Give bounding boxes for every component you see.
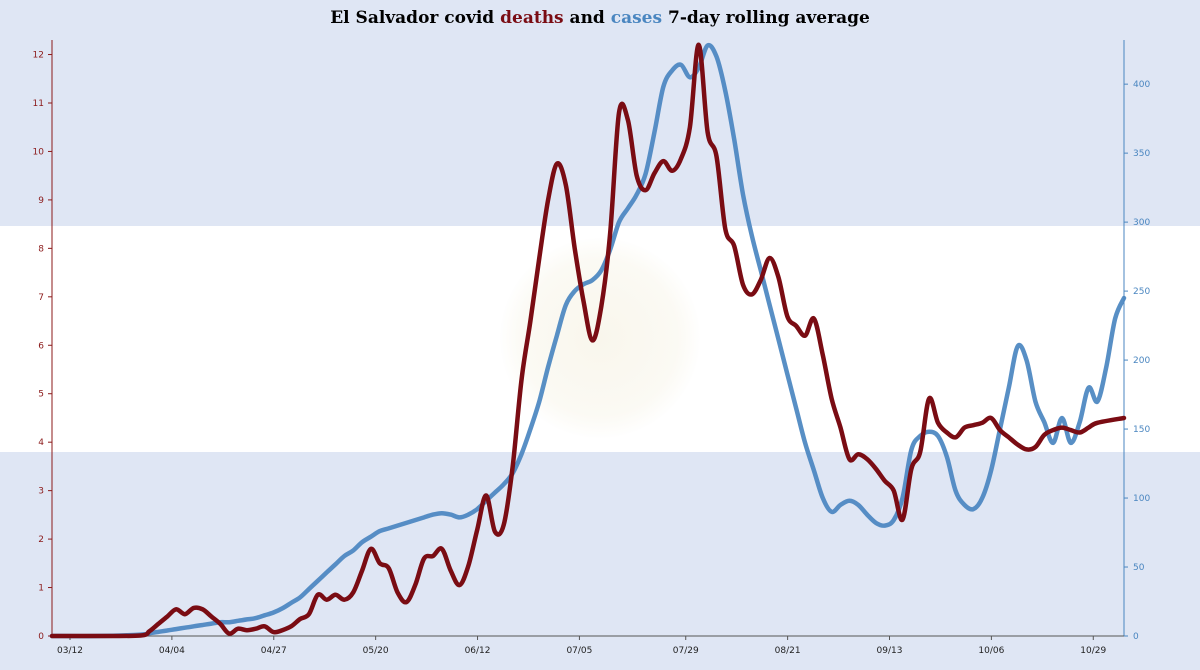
right-axis-tick-label: 400	[1133, 80, 1150, 90]
left-axis-tick-label: 9	[38, 196, 44, 206]
left-axis-tick-label: 0	[38, 632, 44, 642]
flag-band-middle	[0, 226, 1200, 452]
series-line-cases	[49, 42, 1127, 639]
right-axis-tick-label: 200	[1133, 356, 1150, 366]
left-axis-tick-label: 1	[38, 584, 44, 594]
left-axis-tick-label: 6	[38, 341, 44, 351]
x-axis-tick-label: 10/29	[1080, 646, 1106, 656]
left-axis-tick-label: 8	[38, 244, 44, 254]
left-axis-tick-label: 5	[38, 390, 44, 400]
right-axis-tick-label: 100	[1133, 494, 1150, 504]
left-axis-tick-label: 12	[33, 51, 44, 61]
chart-title: El Salvador covid deaths and cases 7-day…	[0, 8, 1200, 28]
left-axis-tick-label: 2	[38, 535, 44, 545]
x-axis-tick-label: 06/12	[465, 646, 491, 656]
x-axis-tick-label: 07/05	[566, 646, 592, 656]
title-cases-word: cases	[610, 8, 663, 28]
right-axis-tick-label: 300	[1133, 218, 1150, 228]
x-axis-tick-label: 03/12	[57, 646, 83, 656]
x-axis-tick-label: 04/27	[261, 646, 287, 656]
x-axis-tick-label: 05/20	[363, 646, 389, 656]
title-prefix: El Salvador covid	[330, 8, 501, 28]
left-axis-tick-label: 7	[38, 293, 44, 303]
title-deaths-word: deaths	[500, 8, 564, 28]
axes: 0123456789101112050100150200250300350400…	[33, 40, 1150, 656]
right-axis-tick-label: 50	[1133, 563, 1145, 573]
series-line-deaths	[49, 42, 1127, 639]
right-axis-tick-label: 150	[1133, 425, 1150, 435]
x-axis-tick-label: 07/29	[673, 646, 699, 656]
x-axis-tick-label: 08/21	[775, 646, 801, 656]
left-axis-tick-label: 10	[33, 147, 45, 157]
title-suffix: 7-day rolling average	[662, 8, 870, 28]
series-lines	[49, 42, 1127, 639]
flag-band-top	[0, 0, 1200, 226]
x-axis-tick-label: 09/13	[877, 646, 903, 656]
x-axis-tick-label: 04/04	[159, 646, 185, 656]
title-middle: and	[563, 8, 611, 28]
right-axis-tick-label: 0	[1133, 632, 1139, 642]
left-axis-tick-label: 11	[33, 99, 44, 109]
flag-band-bottom	[0, 452, 1200, 670]
right-axis-tick-label: 350	[1133, 149, 1150, 159]
left-axis-tick-label: 4	[38, 438, 44, 448]
left-axis-tick-label: 3	[38, 487, 44, 497]
x-axis-tick-label: 10/06	[978, 646, 1004, 656]
right-axis-tick-label: 250	[1133, 287, 1150, 297]
